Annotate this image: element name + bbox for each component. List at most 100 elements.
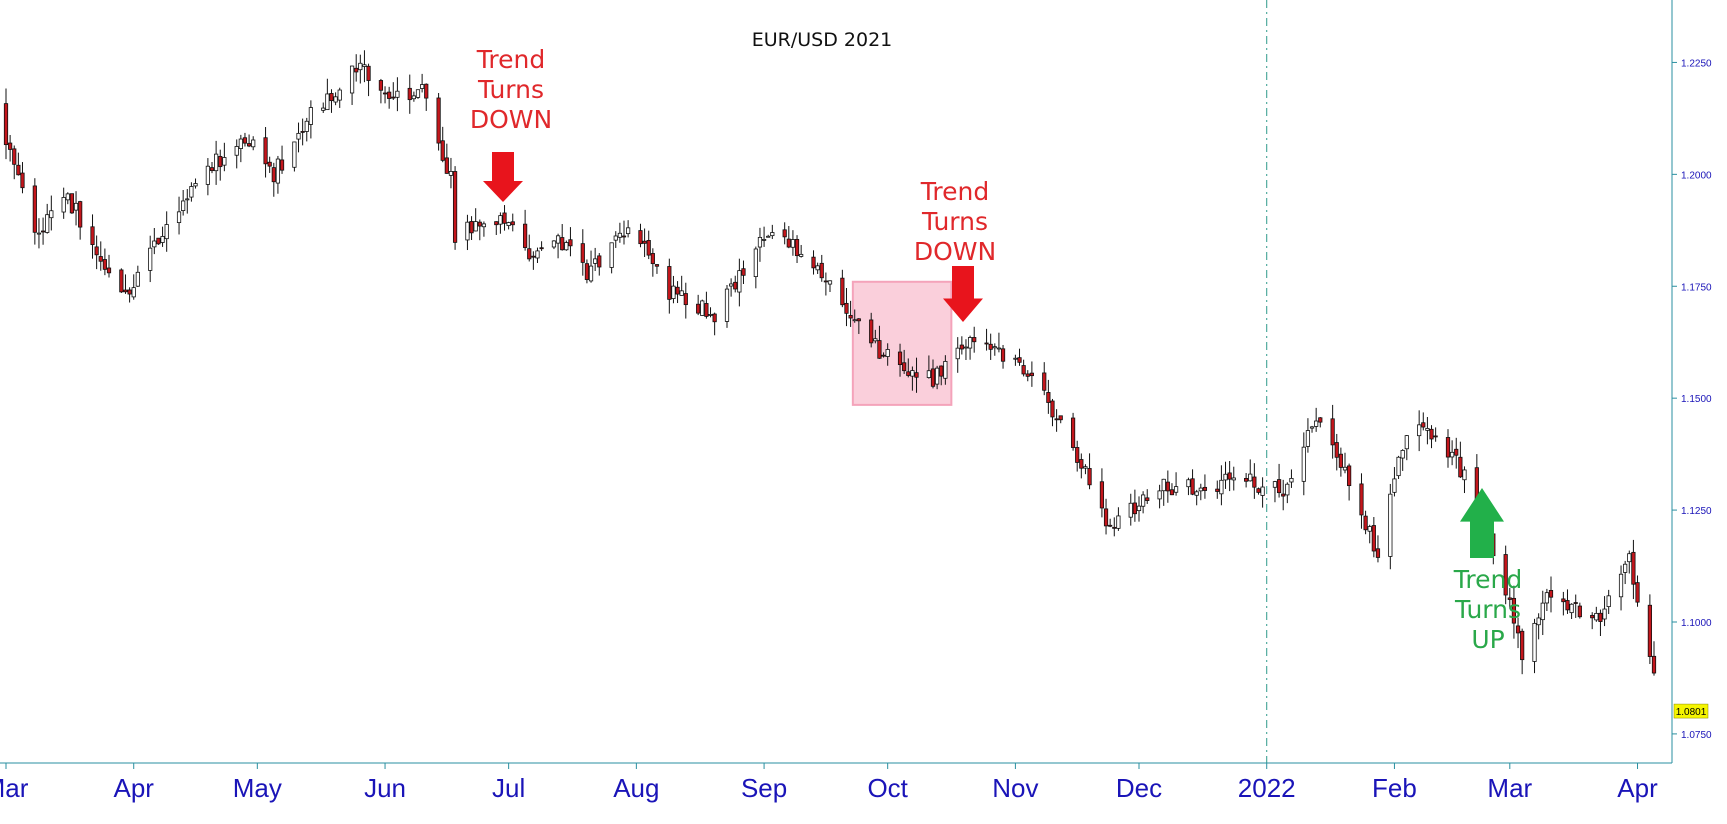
- candle-body: [1647, 604, 1652, 657]
- candle-body: [1029, 372, 1034, 377]
- candle-body: [1231, 477, 1236, 481]
- candle-body: [733, 281, 738, 290]
- candle-body: [1540, 602, 1545, 621]
- candle-body: [69, 193, 75, 214]
- candle-body: [782, 229, 787, 238]
- candle-body: [65, 193, 70, 201]
- candle-body: [1404, 435, 1409, 450]
- candle-body: [646, 240, 651, 256]
- candle-body: [667, 266, 672, 300]
- candle-body: [506, 222, 511, 226]
- candle-body: [1103, 508, 1109, 527]
- candle-body: [1627, 553, 1632, 563]
- candle-body: [992, 346, 997, 349]
- candle-body: [494, 221, 499, 226]
- candle-body: [205, 165, 210, 185]
- candle-body: [638, 230, 643, 245]
- candle-body: [98, 256, 103, 262]
- candle-body: [1079, 459, 1084, 469]
- candle-body: [1050, 400, 1055, 418]
- candle-body: [1281, 493, 1286, 497]
- candle-body: [1108, 524, 1113, 527]
- candle-body: [20, 172, 25, 189]
- x-tick-label: Jun: [364, 773, 406, 803]
- candle-body: [885, 349, 890, 357]
- candle-body: [988, 343, 993, 350]
- candle-body: [502, 212, 507, 224]
- candle-body: [1618, 573, 1624, 598]
- candle-body: [407, 87, 412, 101]
- candle-body: [724, 288, 730, 322]
- candle-body: [135, 271, 140, 287]
- candle-body: [152, 240, 157, 248]
- candle-body: [873, 338, 878, 342]
- candle-body: [1598, 612, 1603, 622]
- candle-body: [1116, 515, 1121, 529]
- candle-body: [444, 157, 449, 174]
- candle-body: [362, 64, 367, 67]
- candle-body: [1227, 472, 1232, 480]
- annotation-text: Turns: [477, 75, 544, 104]
- candle-body: [1392, 478, 1397, 493]
- candle-body: [1569, 603, 1574, 614]
- candle-body: [939, 365, 944, 377]
- candle-body: [8, 142, 13, 150]
- candle-body: [551, 240, 557, 248]
- candle-body: [90, 226, 95, 246]
- candle-body: [1342, 466, 1348, 471]
- candle-body: [1305, 430, 1311, 447]
- candle-body: [214, 153, 219, 172]
- candle-body: [588, 265, 594, 282]
- candle-body: [321, 107, 326, 111]
- candle-body: [436, 97, 441, 144]
- candle-body: [1544, 592, 1549, 604]
- candle-body: [1602, 608, 1607, 620]
- last-price-box: [1673, 703, 1709, 719]
- candle-body: [498, 215, 503, 225]
- candle-body: [477, 221, 482, 227]
- candle-body: [473, 221, 478, 232]
- candle-body: [963, 346, 969, 349]
- candle-body: [593, 258, 598, 264]
- candle-body: [737, 270, 742, 293]
- candle-body: [1219, 479, 1224, 495]
- last-price-tag: 1.0801: [1673, 703, 1709, 719]
- candle-body: [1606, 595, 1611, 608]
- candle-body: [696, 303, 701, 314]
- candle-body: [1194, 491, 1199, 496]
- candle-body: [967, 337, 973, 349]
- candle-body: [1161, 478, 1166, 492]
- candle-body: [1590, 614, 1595, 619]
- candle-body: [246, 143, 252, 147]
- candle-body: [811, 256, 816, 269]
- candle-body: [844, 302, 849, 314]
- candle-body: [877, 340, 882, 359]
- candle-body: [119, 269, 124, 293]
- candle-body: [914, 372, 919, 378]
- candle-body: [1083, 466, 1088, 469]
- candle-body: [555, 235, 561, 244]
- candle-body: [926, 370, 931, 378]
- candle-body: [799, 253, 804, 257]
- x-tick-label: 2022: [1238, 773, 1296, 803]
- candle-body: [1532, 622, 1537, 662]
- x-tick-label: Oct: [867, 773, 908, 803]
- candle-body: [1186, 479, 1191, 488]
- candle-body: [609, 242, 614, 268]
- candle-body: [304, 120, 309, 132]
- candle-body: [1244, 478, 1249, 482]
- annotation-text: DOWN: [470, 105, 552, 134]
- candle-body: [897, 351, 903, 366]
- candle-body: [1367, 526, 1372, 532]
- candle-body: [729, 283, 734, 287]
- candle-body: [1561, 598, 1566, 603]
- y-tick-label: 1.2250: [1681, 58, 1712, 69]
- candle-body: [1169, 489, 1175, 496]
- candle-body: [78, 201, 83, 228]
- candle-body: [1400, 450, 1405, 459]
- trend-up-arrow: [1460, 488, 1504, 558]
- candle-body: [1252, 476, 1257, 488]
- y-tick-label: 1.1250: [1681, 506, 1712, 517]
- candle-body: [378, 80, 384, 91]
